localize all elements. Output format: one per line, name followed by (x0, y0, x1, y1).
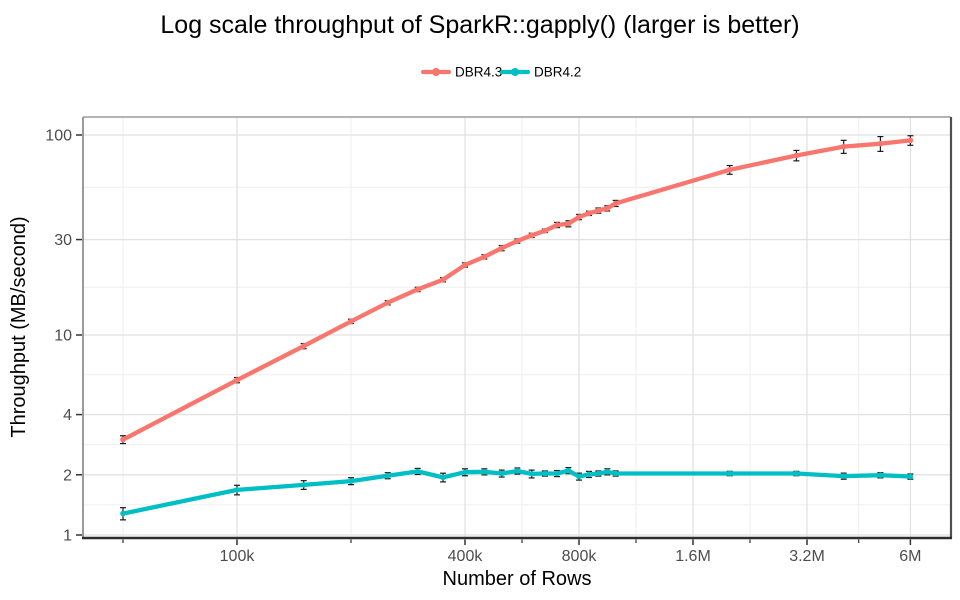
y-axis-title: Throughput (MB/second) (8, 216, 30, 437)
data-point (726, 166, 733, 173)
x-axis-title: Number of Rows (443, 568, 592, 590)
data-point (595, 207, 602, 214)
data-point (120, 436, 126, 443)
y-tick-label: 2 (63, 467, 72, 484)
data-point (300, 482, 307, 488)
data-point (877, 140, 884, 147)
data-point (612, 470, 619, 477)
legend-key-point-icon (432, 68, 440, 76)
data-point (907, 137, 914, 144)
data-point (348, 478, 354, 484)
data-point (481, 469, 488, 475)
data-point (414, 286, 421, 293)
axis-ticks: 100k 400k 800k 1.6M 3.2M 6M 100 30 10 4 2 1 (45, 128, 921, 566)
data-point (565, 220, 572, 227)
data-point (565, 467, 572, 474)
data-point (462, 262, 468, 268)
data-point (840, 473, 847, 479)
legend-label-dbr42: DBR4.2 (534, 65, 581, 80)
legend-entry-dbr43: DBR4.3 (420, 65, 502, 80)
data-point (234, 377, 240, 383)
data-point (726, 470, 733, 477)
data-point (384, 299, 391, 306)
y-tick-label: 100 (45, 128, 72, 145)
legend-key-point-icon (511, 68, 519, 76)
data-point (514, 238, 521, 244)
legend: DBR4.3 DBR4.2 (420, 65, 581, 80)
data-point (462, 469, 468, 476)
data-point (595, 470, 602, 477)
data-point (840, 143, 847, 150)
plot-area: 100k 400k 800k 1.6M 3.2M 6M 100 30 10 4 2 1 (45, 116, 953, 566)
data-point (234, 487, 240, 493)
data-point (498, 245, 505, 251)
data-point (300, 343, 307, 349)
data-point (414, 468, 421, 475)
data-point (542, 227, 548, 234)
data-point (528, 471, 535, 477)
data-point (554, 222, 560, 228)
series-dbr43 (119, 135, 914, 445)
data-point (612, 200, 619, 207)
data-point (586, 210, 592, 217)
x-tick-label: 1.6M (675, 548, 711, 565)
data-point (604, 205, 611, 212)
data-point (528, 232, 535, 239)
grid-minor (83, 117, 951, 538)
data-point (348, 318, 354, 325)
data-point (907, 473, 914, 480)
data-point (498, 470, 505, 477)
data-point (586, 471, 592, 478)
legend-entry-dbr42: DBR4.2 (499, 65, 581, 80)
x-tick-label: 800k (562, 548, 598, 565)
y-tick-label: 10 (54, 328, 72, 345)
x-tick-label: 400k (448, 548, 484, 565)
data-point (440, 276, 446, 283)
data-point (576, 473, 582, 480)
data-point (514, 468, 521, 474)
series-dbr42 (119, 466, 914, 521)
data-point (877, 472, 884, 479)
data-point (384, 472, 391, 479)
legend-label-dbr43: DBR4.3 (455, 65, 502, 80)
data-point (793, 152, 800, 159)
data-point (440, 474, 446, 481)
x-tick-label: 3.2M (789, 548, 825, 565)
data-point (481, 254, 488, 260)
data-point (542, 470, 548, 477)
data-point (604, 469, 611, 475)
data-point (554, 470, 560, 477)
data-point (120, 510, 126, 517)
y-tick-label: 1 (63, 528, 72, 545)
data-point (576, 214, 582, 220)
x-tick-label: 6M (899, 548, 921, 565)
x-tick-label: 100k (220, 548, 256, 565)
y-tick-label: 30 (54, 232, 72, 249)
grid-major (83, 117, 951, 538)
y-tick-label: 4 (63, 407, 72, 424)
chart-title: Log scale throughput of SparkR::gapply()… (160, 11, 799, 39)
data-point (793, 470, 800, 477)
